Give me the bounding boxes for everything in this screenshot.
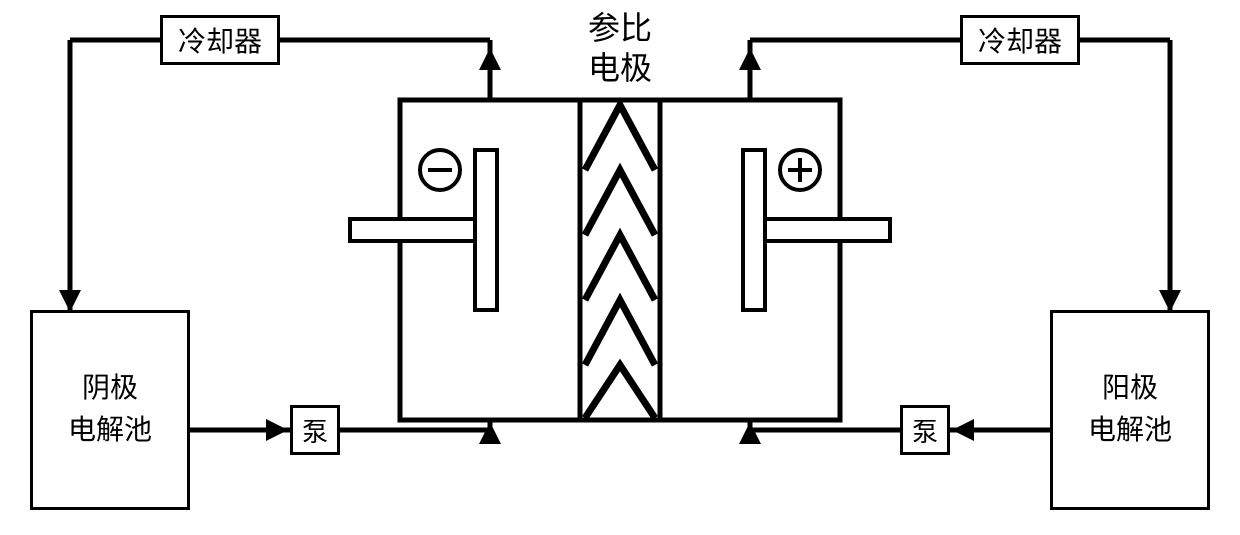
- diagram-svg: [0, 0, 1240, 535]
- membrane-rect: [580, 100, 660, 420]
